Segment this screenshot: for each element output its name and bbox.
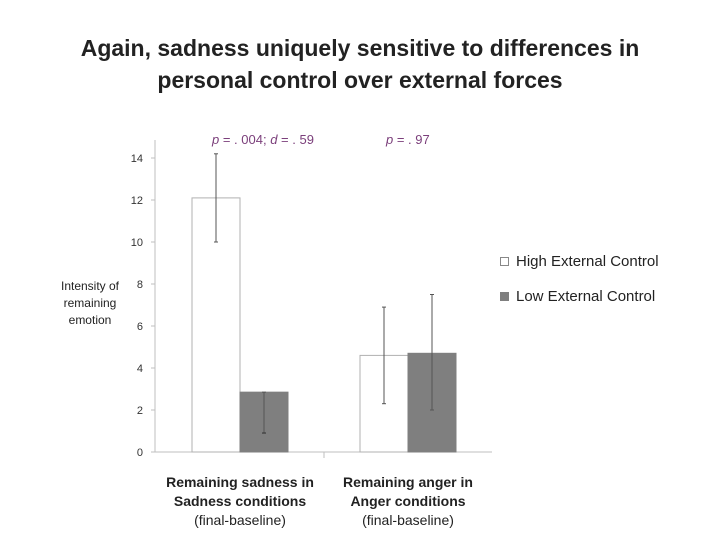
y-tick-label: 8 xyxy=(137,279,143,291)
legend-item-low: Low External Control xyxy=(500,288,655,305)
x-tick-label-sadness: Remaining sadness in Sadness conditions … xyxy=(166,474,314,528)
y-tick-label: 6 xyxy=(137,321,143,333)
annotation-anger: p = . 97 xyxy=(386,132,430,147)
title-line-2: personal control over external forces xyxy=(157,67,563,93)
x-tick-label-anger: Remaining anger in Anger conditions (fin… xyxy=(343,474,473,528)
y-tick-label: 12 xyxy=(131,195,143,207)
y-tick-label: 14 xyxy=(131,153,143,165)
y-tick-label: 2 xyxy=(137,405,143,417)
legend-swatch-white xyxy=(500,257,509,266)
title-line-1: Again, sadness uniquely sensitive to dif… xyxy=(80,35,640,61)
legend-item-high: High External Control xyxy=(500,253,659,270)
y-tick-label: 10 xyxy=(131,237,143,249)
y-tick-label: 4 xyxy=(137,363,143,375)
annotation-sadness: p = . 004; d = . 59 xyxy=(212,132,314,147)
legend-swatch-gray xyxy=(500,292,509,301)
y-tick-label: 0 xyxy=(137,447,143,459)
y-axis-label: Intensity of remaining emotion xyxy=(60,279,120,327)
chart-title: Again, sadness uniquely sensitive to dif… xyxy=(20,32,700,96)
